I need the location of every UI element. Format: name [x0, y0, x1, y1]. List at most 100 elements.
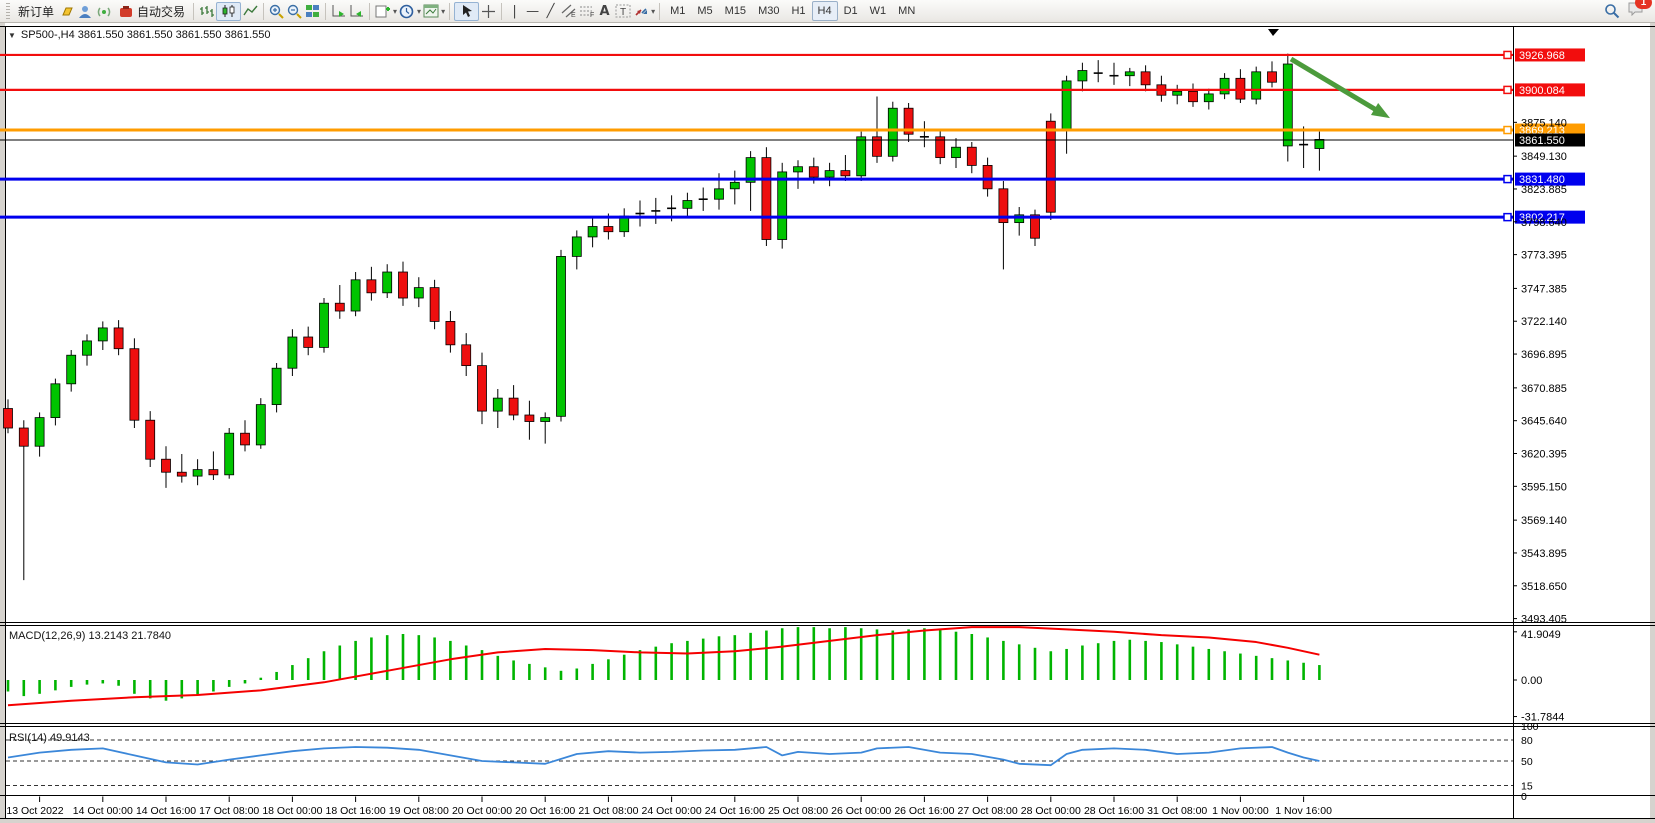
- signals-icon[interactable]: [95, 3, 112, 20]
- chat-button[interactable]: 1: [1628, 0, 1652, 21]
- chart-header[interactable]: ▼ SP500-,H4 3861.550 3861.550 3861.550 3…: [8, 29, 270, 41]
- notification-badge: 1: [1635, 0, 1652, 9]
- separator: [449, 2, 451, 20]
- new-order-button[interactable]: 新订单: [14, 2, 58, 21]
- svg-text:3670.885: 3670.885: [1521, 383, 1567, 395]
- price-axis: 3875.140 3849.130 3823.885 3798.640 3773.395…: [1513, 117, 1567, 626]
- dropdown-arrow-icon[interactable]: ▾: [651, 6, 656, 16]
- svg-text:41.9049: 41.9049: [1521, 629, 1561, 641]
- collapse-triangle-icon[interactable]: ▼: [8, 30, 16, 40]
- svg-text:3493.405: 3493.405: [1521, 614, 1567, 626]
- toolbar-right: 1: [1603, 0, 1652, 21]
- svg-text:F: F: [590, 12, 594, 18]
- chart-shift-icon[interactable]: [348, 3, 365, 20]
- svg-text:3620.395: 3620.395: [1521, 449, 1567, 461]
- svg-text:0.00: 0.00: [1521, 675, 1542, 687]
- svg-text:80: 80: [1521, 735, 1533, 747]
- svg-text:3747.385: 3747.385: [1521, 283, 1567, 295]
- auto-scroll-icon[interactable]: [330, 3, 347, 20]
- timeframe-button-M5[interactable]: M5: [697, 5, 713, 17]
- svg-text:19 Oct 08:00: 19 Oct 08:00: [389, 805, 449, 817]
- fibonacci-icon[interactable]: F: [578, 3, 595, 20]
- timeframe-button-W1[interactable]: W1: [869, 5, 887, 17]
- timeframe-button-M15[interactable]: M15: [724, 5, 747, 17]
- separator: [325, 2, 327, 20]
- search-icon[interactable]: [1603, 3, 1620, 20]
- svg-text:E: E: [571, 12, 576, 18]
- rsi-panel: 100 80 50 150: [6, 721, 1539, 803]
- gold-widget-icon[interactable]: [59, 3, 76, 20]
- svg-text:20 Oct 00:00: 20 Oct 00:00: [452, 805, 512, 817]
- separator: [501, 2, 503, 20]
- svg-text:50: 50: [1521, 756, 1533, 768]
- candlesticks: [3, 53, 1325, 581]
- timeframe-button-H4[interactable]: H4: [811, 1, 838, 21]
- toolbar-grip[interactable]: [6, 3, 10, 19]
- svg-text:14 Oct 00:00: 14 Oct 00:00: [73, 805, 133, 817]
- svg-text:17 Oct 08:00: 17 Oct 08:00: [199, 805, 259, 817]
- timeframe-button-M1[interactable]: M1: [670, 5, 686, 17]
- svg-text:1 Nov 16:00: 1 Nov 16:00: [1275, 805, 1332, 817]
- svg-text:3722.140: 3722.140: [1521, 316, 1567, 328]
- svg-text:24 Oct 16:00: 24 Oct 16:00: [705, 805, 765, 817]
- zoom-in-icon[interactable]: [268, 3, 285, 20]
- svg-text:3543.895: 3543.895: [1521, 548, 1567, 560]
- zoom-out-icon[interactable]: [286, 3, 303, 20]
- svg-text:3569.140: 3569.140: [1521, 515, 1567, 527]
- svg-text:3696.895: 3696.895: [1521, 349, 1567, 361]
- text-icon[interactable]: A: [599, 3, 610, 19]
- svg-text:28 Oct 16:00: 28 Oct 16:00: [1084, 805, 1144, 817]
- svg-text:3595.150: 3595.150: [1521, 481, 1567, 493]
- separator: [659, 2, 661, 20]
- channel-icon[interactable]: E: [560, 3, 577, 20]
- date-axis: 13 Oct 2022 14 Oct 00:00 14 Oct 16:00 17 Oc…: [6, 796, 1332, 817]
- periods-clock-icon[interactable]: [398, 3, 415, 20]
- community-icon[interactable]: [77, 3, 94, 20]
- svg-text:25 Oct 08:00: 25 Oct 08:00: [768, 805, 828, 817]
- arrow-annotation: [1268, 29, 1391, 119]
- svg-text:-31.7844: -31.7844: [1521, 712, 1564, 724]
- timeframe-group: M1 M5 M15 M30 H1 H4 D1 W1 MN: [664, 1, 921, 21]
- timeframe-button-H1[interactable]: H1: [791, 5, 806, 17]
- chart-area[interactable]: 3926.968 3900.084 3869.213 3831.480 3802.217…: [0, 23, 1655, 823]
- svg-text:31 Oct 08:00: 31 Oct 08:00: [1147, 805, 1207, 817]
- horizontal-line-icon[interactable]: —: [526, 3, 540, 19]
- svg-text:20 Oct 16:00: 20 Oct 16:00: [515, 805, 575, 817]
- arrows-icon[interactable]: [632, 3, 649, 20]
- template-icon[interactable]: [422, 3, 439, 20]
- dropdown-arrow-icon[interactable]: ▾: [393, 6, 398, 16]
- timeframe-button-M30[interactable]: M30: [758, 5, 780, 17]
- candlestick-chart-icon[interactable]: [216, 1, 242, 21]
- line-chart-icon[interactable]: [242, 3, 259, 20]
- timeframe-button-D1[interactable]: D1: [843, 5, 858, 17]
- trendline-icon[interactable]: ╱: [546, 3, 555, 19]
- new-chart-icon[interactable]: [374, 3, 391, 20]
- svg-text:3875.140: 3875.140: [1521, 117, 1567, 129]
- svg-text:28 Oct 00:00: 28 Oct 00:00: [1021, 805, 1081, 817]
- svg-text:3798.640: 3798.640: [1521, 217, 1567, 229]
- new-order-label: 新订单: [18, 4, 55, 19]
- svg-text:3645.640: 3645.640: [1521, 416, 1567, 428]
- bar-chart-icon[interactable]: [198, 3, 215, 20]
- crosshair-icon[interactable]: [480, 3, 497, 20]
- macd-indicator-label: MACD(12,26,9) 13.2143 21.7840: [9, 630, 172, 642]
- cursor-icon[interactable]: [454, 1, 480, 21]
- svg-text:3900.084: 3900.084: [1519, 85, 1565, 97]
- text-label-icon[interactable]: T: [614, 3, 631, 20]
- panel-frame: [0, 26, 1655, 819]
- svg-text:13 Oct 2022: 13 Oct 2022: [6, 805, 63, 817]
- timeframe-button-MN[interactable]: MN: [898, 5, 916, 17]
- svg-text:3802.217: 3802.217: [1519, 212, 1565, 224]
- toolbar: 新订单 自动交易: [0, 0, 1655, 23]
- svg-text:15: 15: [1521, 781, 1533, 793]
- dropdown-arrow-icon[interactable]: ▾: [441, 6, 446, 16]
- dropdown-arrow-icon[interactable]: ▾: [417, 6, 422, 16]
- vertical-line-icon[interactable]: |: [512, 3, 517, 19]
- auto-trading-button[interactable]: 自动交易: [113, 2, 189, 21]
- object-marker-icon: [1268, 29, 1279, 36]
- tile-windows-icon[interactable]: [304, 3, 321, 20]
- svg-text:3773.395: 3773.395: [1521, 250, 1567, 262]
- svg-text:18 Oct 16:00: 18 Oct 16:00: [326, 805, 386, 817]
- chart-canvas[interactable]: 3926.9683900.0843869.2133831.4803802.217…: [0, 23, 1655, 823]
